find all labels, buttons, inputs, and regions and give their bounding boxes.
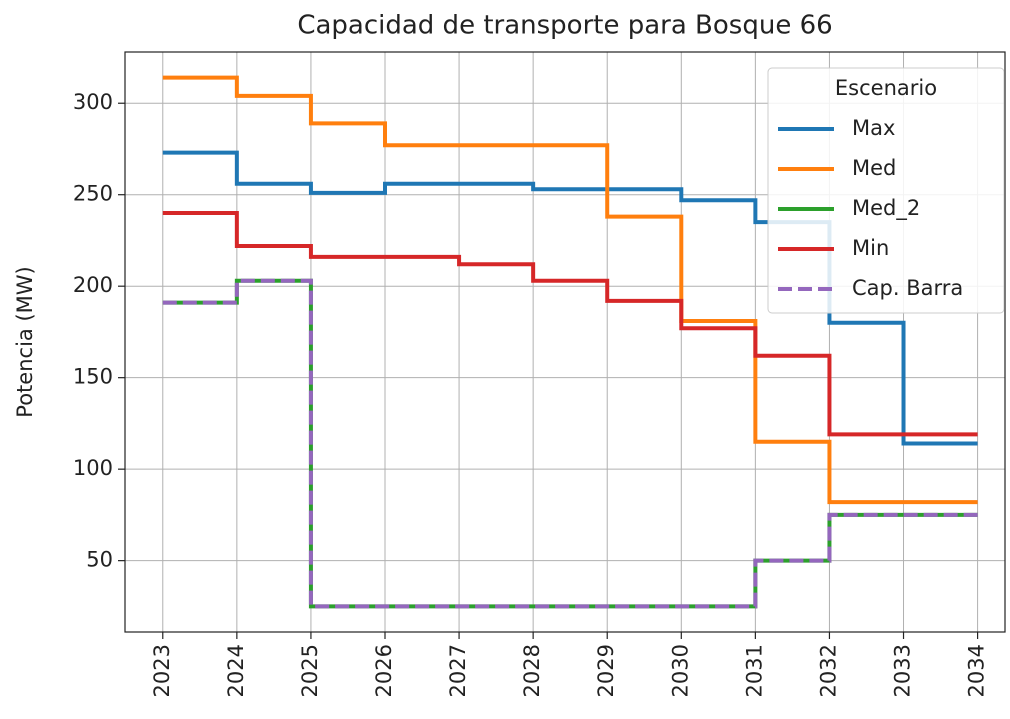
legend-label: Med — [852, 156, 896, 180]
legend-title: Escenario — [835, 76, 937, 100]
y-tick-label: 250 — [73, 182, 113, 206]
legend-label: Min — [852, 236, 889, 260]
x-tick-label: 2031 — [742, 644, 766, 697]
series-line — [162, 278, 978, 609]
x-tick-label: 2028 — [520, 644, 544, 697]
x-tick-label: 2024 — [224, 644, 248, 697]
x-tick-label: 2032 — [816, 644, 840, 697]
y-axis-label: Potencia (MW) — [13, 266, 37, 417]
legend-label: Max — [852, 116, 895, 140]
x-tick-label: 2034 — [965, 644, 989, 697]
y-tick-label: 100 — [73, 456, 113, 480]
x-tick-label: 2027 — [446, 644, 470, 697]
legend-label: Cap. Barra — [852, 276, 963, 300]
series-line — [162, 211, 978, 437]
plot-frame — [124, 51, 1006, 633]
y-tick-label: 150 — [73, 365, 113, 389]
series-line — [162, 278, 978, 609]
legend-label: Med_2 — [852, 196, 920, 221]
series-line — [162, 75, 978, 505]
x-tick-label: 2030 — [668, 644, 692, 697]
x-tick-label: 2023 — [150, 644, 174, 697]
x-tick-label: 2033 — [891, 644, 915, 697]
chart-title: Capacidad de transporte para Bosque 66 — [297, 11, 832, 41]
y-tick-label: 300 — [73, 90, 113, 114]
x-tick-label: 2025 — [298, 644, 322, 697]
x-tick-label: 2029 — [594, 644, 618, 697]
x-tick-label: 2026 — [372, 644, 396, 697]
y-tick-label: 200 — [73, 273, 113, 297]
y-tick-label: 50 — [86, 548, 113, 572]
